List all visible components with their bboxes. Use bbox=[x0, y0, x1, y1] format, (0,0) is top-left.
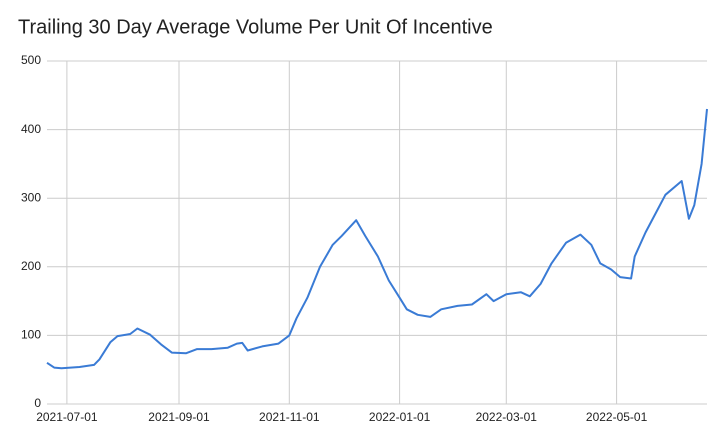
x-tick-label: 2022-05-01 bbox=[586, 410, 648, 424]
y-tick-label: 400 bbox=[21, 122, 41, 136]
line bbox=[46, 108, 708, 370]
y-tick-label: 200 bbox=[21, 259, 41, 273]
chart-title: Trailing 30 Day Average Volume Per Unit … bbox=[18, 16, 493, 38]
y-tick-label: 100 bbox=[21, 328, 41, 342]
x-tick-label: 2021-11-01 bbox=[259, 410, 320, 424]
y-tick-label: 500 bbox=[21, 53, 41, 67]
x-tick-label: 2022-01-01 bbox=[369, 410, 431, 424]
x-tick-label: 2021-09-01 bbox=[148, 410, 210, 424]
y-tick-label: 0 bbox=[34, 396, 41, 410]
x-tick-label: 2021-07-01 bbox=[36, 410, 98, 424]
y-tick-label: 300 bbox=[21, 190, 41, 204]
x-tick-label: 2022-03-01 bbox=[476, 410, 538, 424]
